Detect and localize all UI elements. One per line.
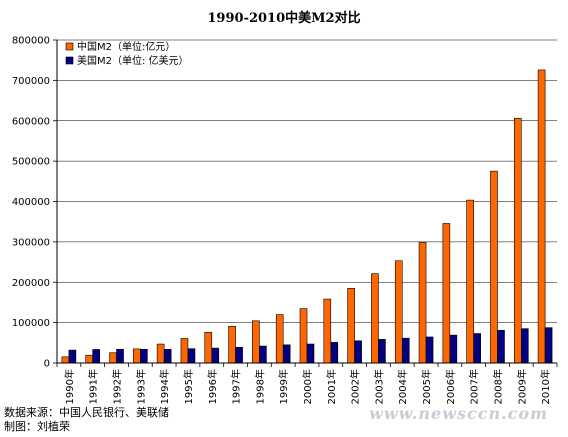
us-m2-bar bbox=[68, 349, 77, 364]
china-m2-bar bbox=[228, 325, 236, 364]
y-tick-label: 500000 bbox=[12, 157, 50, 168]
china-m2-bar bbox=[299, 308, 308, 364]
y-tick-label: 0 bbox=[44, 359, 50, 370]
x-tick-label: 2000年 bbox=[301, 369, 314, 404]
legend-swatch bbox=[65, 56, 74, 65]
china-m2-bar bbox=[371, 273, 379, 364]
x-tick-label: 2008年 bbox=[491, 369, 504, 404]
us-m2-bar bbox=[354, 340, 362, 364]
bars bbox=[61, 69, 553, 364]
x-tick-label: 1994年 bbox=[158, 369, 171, 404]
x-tick-label: 2006年 bbox=[444, 369, 457, 404]
us-m2-bar bbox=[92, 349, 101, 364]
china-m2-bar bbox=[537, 69, 546, 364]
china-m2-bar bbox=[513, 117, 522, 364]
x-tick-label: 2007年 bbox=[468, 369, 481, 404]
x-tick-label: 2005年 bbox=[420, 369, 433, 404]
us-m2-bar bbox=[163, 348, 172, 364]
x-tick-label: 1990年 bbox=[63, 369, 76, 404]
x-tick-label: 2001年 bbox=[325, 369, 338, 404]
legend-swatch bbox=[65, 42, 74, 51]
china-m2-bar bbox=[156, 343, 165, 364]
x-tick-label: 1992年 bbox=[111, 369, 124, 404]
us-m2-bar bbox=[306, 343, 315, 364]
y-tick-label: 700000 bbox=[12, 76, 50, 87]
y-tick-label: 800000 bbox=[12, 36, 50, 47]
china-m2-bar bbox=[275, 314, 284, 364]
us-m2-bar bbox=[497, 329, 505, 364]
china-m2-bar bbox=[133, 348, 141, 364]
china-m2-bar bbox=[204, 331, 213, 364]
y-tick-label: 400000 bbox=[12, 197, 50, 208]
china-m2-bar bbox=[85, 354, 94, 364]
us-m2-bar bbox=[259, 345, 267, 364]
x-tick-label: 1998年 bbox=[253, 369, 266, 404]
x-tick-label: 2003年 bbox=[372, 369, 385, 404]
us-m2-bar bbox=[282, 344, 291, 364]
source-note: 数据来源：中国人民银行、美联储 bbox=[4, 406, 169, 419]
china-m2-bar bbox=[252, 320, 260, 364]
x-tick-label: 1995年 bbox=[182, 369, 195, 404]
x-tick-label: 2004年 bbox=[396, 369, 409, 404]
x-axis-ticks: 1990年 1991年 1992年 1993年 1994年 1995年 1996年 1997年… bbox=[56, 363, 558, 404]
grid-lines bbox=[57, 39, 557, 323]
us-m2-bar bbox=[401, 337, 410, 364]
axes bbox=[56, 40, 557, 364]
x-tick-label: 1993年 bbox=[134, 369, 147, 404]
us-m2-bar bbox=[330, 342, 339, 364]
x-tick-label: 2002年 bbox=[349, 369, 362, 404]
y-tick-label: 600000 bbox=[12, 116, 50, 127]
x-tick-label: 2010年 bbox=[539, 369, 552, 404]
us-m2-bar bbox=[211, 347, 220, 364]
china-m2-bar bbox=[109, 352, 117, 364]
us-m2-bar bbox=[235, 346, 243, 364]
legend-label: 美国M2（单位: 亿美元） bbox=[77, 54, 189, 67]
x-tick-label: 1996年 bbox=[206, 369, 219, 404]
us-m2-bar bbox=[378, 339, 386, 364]
us-m2-bar bbox=[187, 348, 196, 364]
china-m2-bar bbox=[394, 260, 403, 364]
us-m2-bar bbox=[425, 336, 434, 364]
china-m2-bar bbox=[180, 338, 189, 364]
y-tick-label: 100000 bbox=[12, 318, 50, 329]
us-m2-bar bbox=[520, 328, 529, 364]
us-m2-bar bbox=[473, 333, 481, 364]
china-m2-bar bbox=[347, 288, 355, 364]
china-m2-bar bbox=[323, 298, 332, 364]
us-m2-bar bbox=[140, 348, 148, 364]
legend-label: 中国M2（单位:亿元） bbox=[77, 40, 175, 53]
watermark: www.newsccn.com bbox=[369, 404, 548, 423]
us-m2-bar bbox=[449, 334, 458, 364]
x-tick-label: 2009年 bbox=[515, 369, 528, 404]
china-m2-bar bbox=[442, 223, 451, 364]
us-m2-bar bbox=[116, 348, 124, 364]
legend: 中国M2（单位:亿元）美国M2（单位: 亿美元） bbox=[65, 40, 189, 67]
x-tick-label: 1991年 bbox=[87, 369, 100, 404]
y-axis-ticks: 0 100000 200000 300000 400000 500000 600000 700… bbox=[12, 36, 57, 370]
y-tick-label: 300000 bbox=[12, 237, 50, 248]
y-tick-label: 200000 bbox=[12, 278, 50, 289]
chart-title: 1990-2010中美M2对比 bbox=[207, 10, 360, 26]
china-m2-bar bbox=[61, 356, 70, 364]
us-m2-bar bbox=[544, 327, 553, 364]
china-m2-bar bbox=[490, 170, 498, 364]
china-m2-bar bbox=[466, 199, 474, 364]
author-note: 制图：刘植荣 bbox=[4, 420, 70, 433]
x-tick-label: 1999年 bbox=[277, 369, 290, 404]
x-tick-label: 1997年 bbox=[230, 369, 243, 404]
china-m2-bar bbox=[418, 242, 427, 364]
